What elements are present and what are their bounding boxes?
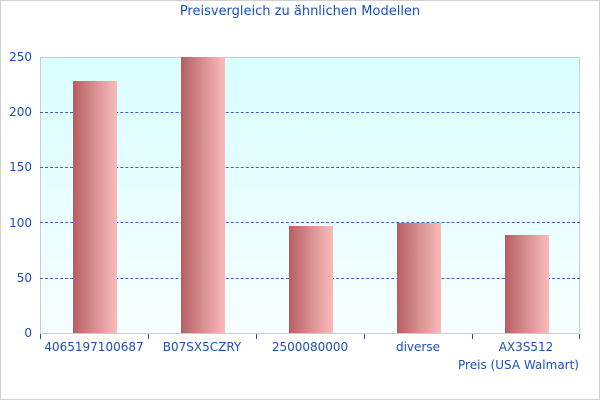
gridline-200 — [40, 112, 580, 113]
legend-label: Preis (USA Walmart) — [458, 358, 579, 372]
x-tick — [256, 334, 257, 339]
x-axis-line — [40, 333, 580, 334]
y-tick-label-50: 50 — [16, 271, 32, 285]
y-tick-label-200: 200 — [9, 105, 32, 119]
y-tick-label-150: 150 — [9, 160, 32, 174]
gridline-150 — [40, 167, 580, 168]
x-label-diverse: diverse — [395, 340, 440, 354]
y-tick-label-250: 250 — [9, 50, 32, 64]
bar-AX3S512 — [505, 235, 549, 333]
gridline-100 — [40, 222, 580, 223]
x-label-B07SX5CZRY: B07SX5CZRY — [162, 340, 242, 354]
y-tick-label-0: 0 — [24, 326, 32, 340]
chart-title: Preisvergleich zu ähnlichen Modellen — [179, 4, 421, 19]
bar-2500080000 — [289, 226, 333, 333]
bar-diverse — [397, 223, 441, 333]
y-tick-label-100: 100 — [9, 216, 32, 230]
x-tick — [472, 334, 473, 339]
x-tick — [579, 334, 580, 339]
x-label-AX3S512: AX3S512 — [498, 340, 554, 354]
x-tick — [40, 334, 41, 339]
x-tick — [364, 334, 365, 339]
x-label-4065197100687: 4065197100687 — [44, 340, 144, 354]
x-label-2500080000: 2500080000 — [271, 340, 349, 354]
bar-4065197100687 — [73, 81, 117, 333]
bar-B07SX5CZRY — [181, 57, 225, 333]
x-tick — [148, 334, 149, 339]
